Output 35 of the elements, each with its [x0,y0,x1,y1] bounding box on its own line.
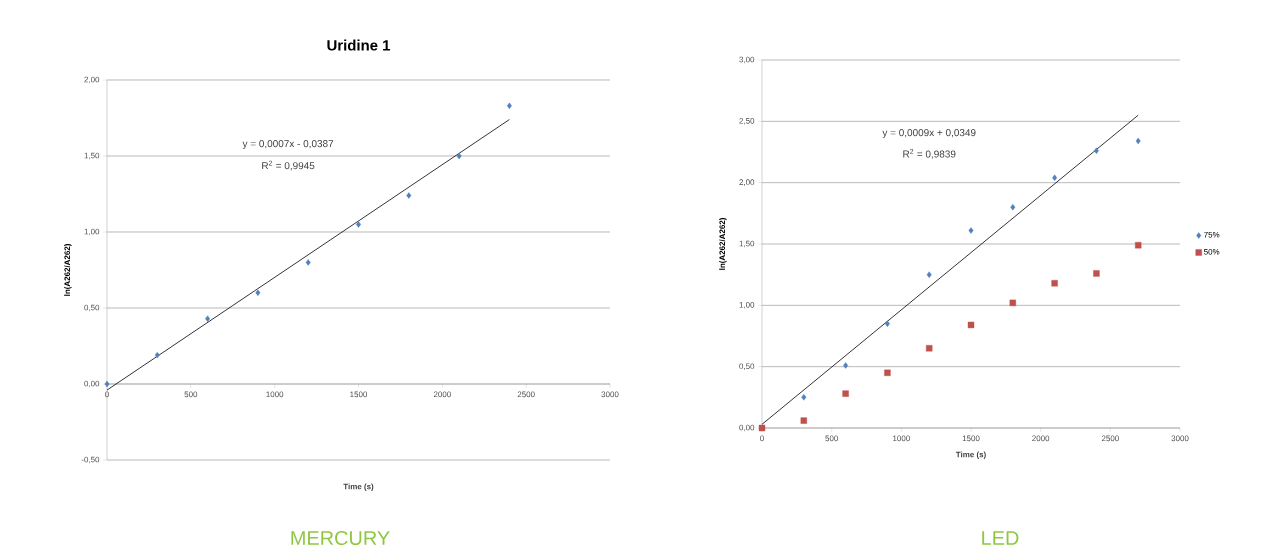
point [968,227,974,234]
point [1051,280,1058,287]
point [356,221,361,228]
point [104,380,110,388]
point [1135,242,1142,249]
point [305,259,311,266]
point [406,192,412,199]
text: LED [982,531,1019,545]
point [926,345,933,352]
annotation: R$^{2}$ = 0,9839 [903,148,956,159]
point [506,102,512,110]
point [967,321,975,329]
point [800,417,807,424]
point [884,320,890,327]
point [1009,299,1016,307]
point [205,315,211,322]
point [758,424,766,432]
annotation: R$^{2}$ = 0,9945 [262,160,315,171]
point [1135,137,1141,145]
point [1010,204,1016,211]
point [255,289,261,296]
point [926,271,932,278]
text: MERCURY [291,530,390,546]
point [842,390,849,397]
point [801,394,807,401]
point [1052,174,1058,181]
chart-title: Uridine 1 [327,39,391,51]
point [1093,147,1099,154]
point [1093,270,1100,277]
annotation: y = 0,0009x + 0,0349 [882,129,976,139]
point [456,152,462,160]
point [843,362,849,369]
point [884,369,891,376]
annotation: y = 0,0007x - 0,0387 [242,140,334,150]
point [154,351,160,359]
